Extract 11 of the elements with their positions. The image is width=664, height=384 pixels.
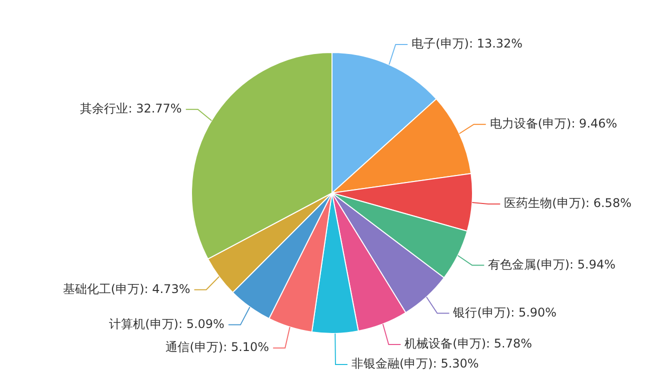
- slice-label: 有色金属(申万): 5.94%: [488, 257, 616, 272]
- slice-label: 通信(申万): 5.10%: [166, 340, 270, 354]
- slice-label: 基础化工(申万): 4.73%: [62, 282, 190, 296]
- slice-label: 电子(申万): 13.32%: [412, 36, 523, 51]
- slice-label: 电力设备(申万): 9.46%: [490, 116, 618, 130]
- slice-label: 其余行业: 32.77%: [80, 101, 182, 116]
- slice-label: 非银金融(申万): 5.30%: [351, 356, 479, 371]
- slice-label: 机械设备(申万): 5.78%: [404, 336, 532, 351]
- slice-label: 医药生物(申万): 6.58%: [504, 196, 632, 210]
- slice-label: 银行(申万): 5.90%: [452, 305, 557, 320]
- slice-label: 计算机(申万): 5.09%: [109, 316, 224, 331]
